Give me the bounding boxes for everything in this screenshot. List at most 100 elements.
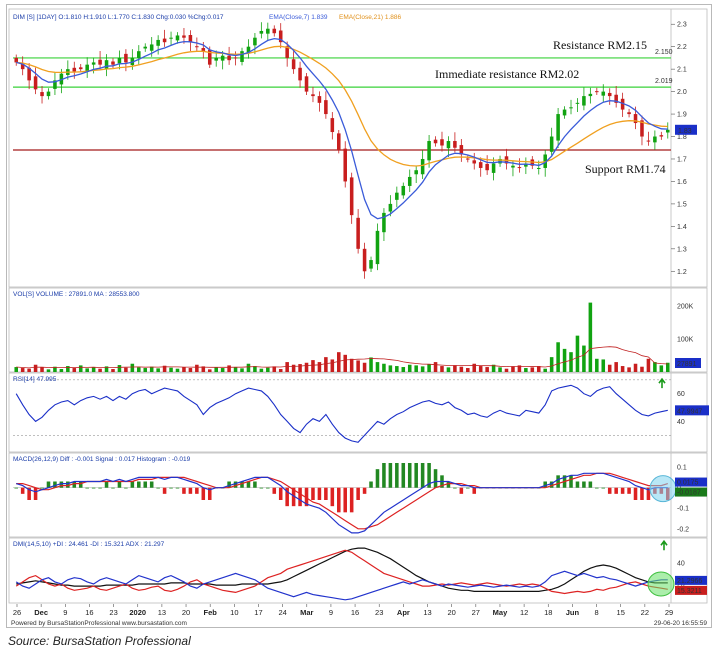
candle-body (620, 98, 625, 110)
candle-body (317, 96, 322, 103)
candle-body (601, 91, 606, 96)
candle-body (117, 57, 122, 64)
candle-body (659, 135, 664, 137)
volume-bar (330, 359, 335, 372)
candle-body (156, 39, 160, 46)
macd-histogram-bar (278, 487, 283, 500)
macd-histogram-bar (446, 481, 451, 488)
volume-bar (459, 366, 464, 372)
candle-body (536, 167, 541, 169)
macd-histogram-bar (620, 487, 625, 494)
candle-body (343, 148, 347, 182)
candle-body (427, 141, 431, 161)
macd-histogram-bar (91, 487, 96, 489)
macd-histogram-bar (291, 487, 296, 507)
macd-histogram-bar (182, 487, 186, 494)
candle-body (53, 80, 57, 89)
macd-histogram-bar (433, 469, 438, 488)
xtick-label: 16 (351, 608, 359, 617)
macd-histogram-bar (420, 463, 425, 488)
candle-body (459, 145, 464, 155)
price-ytick-label: 1.3 (677, 246, 687, 253)
volume-bar (233, 367, 238, 372)
volume-bar (395, 366, 399, 372)
volume-bar (659, 365, 664, 372)
price-ytick-label: 1.7 (677, 156, 687, 163)
dmi-header: DMI(14,5,10) +DI : 24.461 -DI : 15.321 A… (13, 541, 165, 548)
dmi-highlight-circle (647, 571, 675, 597)
xtick-label: Feb (204, 608, 218, 617)
candle-body (337, 133, 341, 150)
macd-histogram-bar (156, 487, 160, 489)
candle-body (85, 64, 89, 72)
macd-ytick-label: -0.2 (677, 526, 689, 533)
candle-body (195, 46, 199, 48)
macd-histogram-bar (233, 481, 238, 488)
macd-diff-line (16, 472, 668, 534)
candle-body (362, 248, 367, 272)
volume-bar (169, 367, 173, 372)
macd-histogram-bar (298, 487, 302, 507)
volume-bar (466, 368, 470, 372)
volume-bar (646, 358, 651, 372)
volume-bar (104, 366, 109, 372)
macd-histogram-bar (388, 463, 393, 488)
xtick-label: 12 (520, 608, 528, 617)
volume-bar (304, 362, 309, 372)
volume-bar (40, 367, 44, 372)
candle-body (388, 203, 393, 212)
volume-bar (446, 367, 451, 372)
volume-bar (72, 368, 77, 372)
macd-histogram-bar (453, 487, 457, 489)
volume-bar (543, 368, 547, 372)
volume-bar (46, 369, 51, 372)
candle-body (588, 93, 593, 97)
macd-histogram-bar (324, 487, 328, 500)
candle-body (33, 76, 38, 90)
volume-bar (220, 368, 225, 372)
macd-histogram-bar (188, 487, 193, 494)
volume-bar (362, 362, 367, 372)
macd-histogram-bar (640, 487, 644, 500)
volume-bar (601, 359, 606, 372)
volume-bar (349, 358, 354, 372)
xtick-label: 26 (13, 608, 21, 617)
macd-histogram-bar (240, 481, 244, 488)
macd-histogram-bar (614, 487, 618, 494)
source-caption: Source: BursaStation Professional (8, 634, 191, 648)
dmi-last-tag-1 (675, 575, 707, 585)
volume-bar (666, 362, 670, 372)
volume-bar (156, 368, 160, 372)
volume-bar (633, 363, 638, 372)
candle-body (478, 162, 483, 168)
volume-bar (175, 368, 180, 372)
macd-histogram-bar (143, 481, 148, 488)
volume-bar (549, 357, 554, 372)
price-ytick-label: 1.9 (677, 112, 687, 119)
dmi-last-tag-2 (675, 585, 707, 595)
volume-bar (453, 365, 457, 372)
macd-histogram-bar (130, 481, 135, 488)
volume-bar (33, 364, 38, 372)
xtick-label: 20 (447, 608, 455, 617)
candle-body (227, 55, 231, 61)
volume-bar (27, 368, 31, 372)
macd-last-tag-2 (675, 487, 707, 497)
xtick-label: 18 (544, 608, 552, 617)
candle-body (466, 158, 470, 160)
macd-histogram-bar (104, 481, 109, 488)
candle-body (640, 120, 644, 137)
volume-bar (582, 345, 586, 372)
candle-body (149, 44, 154, 51)
macd-histogram-bar (33, 487, 38, 500)
candle-body (414, 170, 418, 175)
volume-bar (588, 302, 593, 372)
macd-histogram-bar (575, 481, 580, 488)
xtick-label: 10 (230, 608, 238, 617)
macd-ytick-label: 0.1 (677, 465, 687, 472)
macd-histogram-bar (162, 487, 167, 494)
volume-bar (253, 366, 257, 372)
macd-histogram-bar (246, 481, 251, 488)
candle-body (278, 30, 283, 43)
candle-body (382, 212, 386, 233)
